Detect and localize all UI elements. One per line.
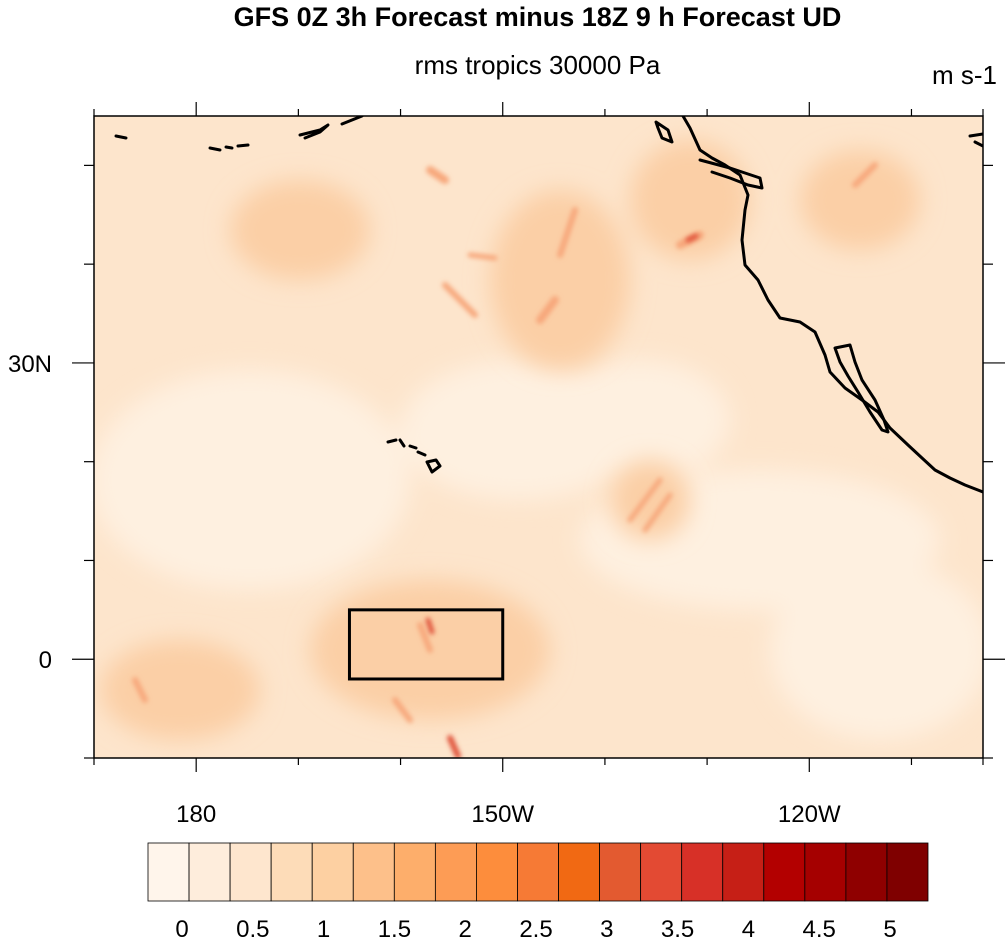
- colorbar-swatch: [476, 842, 518, 902]
- colorbar-label: 0: [175, 916, 188, 943]
- alaska-peninsula: [340, 116, 364, 126]
- colorbar-swatch: [352, 842, 395, 902]
- colorbar-swatch: [517, 842, 559, 902]
- rms-field: [94, 116, 983, 758]
- colorbar-swatch: [270, 842, 313, 902]
- map-frame: [93, 115, 984, 759]
- colorbar-swatch: [804, 842, 847, 902]
- colorbar-swatch: [229, 842, 272, 902]
- colorbar: [147, 842, 929, 902]
- colorbar-label: 1: [317, 916, 330, 943]
- hawaiian-islands: [386, 438, 442, 474]
- colorbar-swatch: [311, 842, 354, 902]
- plot-subtitle: rms tropics 30000 Pa: [414, 50, 661, 80]
- axis-tick-labels: 180 150W 120W 30N 0: [8, 351, 841, 828]
- colorbar-swatch: [886, 842, 929, 902]
- colorbar-swatch: [599, 842, 642, 902]
- colorbar-swatch: [434, 842, 477, 902]
- lon-tick-label: 120W: [778, 801, 841, 828]
- colorbar-label: 4: [742, 916, 755, 943]
- colorbar-label: 2: [459, 916, 472, 943]
- coastlines: [114, 116, 983, 494]
- colorbar-label: 4.5: [803, 916, 836, 943]
- colorbar-swatch: [845, 842, 888, 902]
- east-canada-coast: [968, 132, 983, 148]
- colorbar-label: 2.5: [519, 916, 552, 943]
- colorbar-label: 3: [600, 916, 613, 943]
- colorbar-label: 1.5: [378, 916, 411, 943]
- axis-ticks: [72, 102, 1005, 772]
- colorbar-swatch: [722, 842, 765, 902]
- alaska-coast: [298, 123, 330, 140]
- san-francisco-bay: [698, 158, 764, 190]
- lon-tick-label: 150W: [471, 801, 534, 828]
- colorbar-label: 3.5: [661, 916, 694, 943]
- colorbar-swatch: [147, 842, 190, 902]
- colorbar-swatch: [188, 842, 231, 902]
- baja-california: [833, 343, 890, 434]
- colorbar-label: 5: [883, 916, 896, 943]
- lat-tick-label: 30N: [8, 351, 52, 378]
- colorbar-swatch: [558, 842, 600, 902]
- colorbar-swatch: [763, 842, 806, 902]
- lon-tick-label: 180: [176, 801, 216, 828]
- colorbar-swatch: [393, 842, 436, 902]
- lat-tick-label: 0: [39, 647, 52, 674]
- colorbar-swatch: [681, 842, 724, 902]
- units-label: m s-1: [932, 60, 997, 90]
- plot-title: GFS 0Z 3h Forecast minus 18Z 9 h Forecas…: [233, 2, 842, 32]
- aleutian-islands: [114, 134, 250, 152]
- region-box: [347, 608, 505, 681]
- vancouver-island: [654, 120, 674, 144]
- colorbar-label: 0.5: [236, 916, 269, 943]
- colorbar-swatch: [640, 842, 683, 902]
- colorbar-labels: 0 0.5 1 1.5 2 2.5 3 3.5 4 4.5 5: [175, 916, 896, 943]
